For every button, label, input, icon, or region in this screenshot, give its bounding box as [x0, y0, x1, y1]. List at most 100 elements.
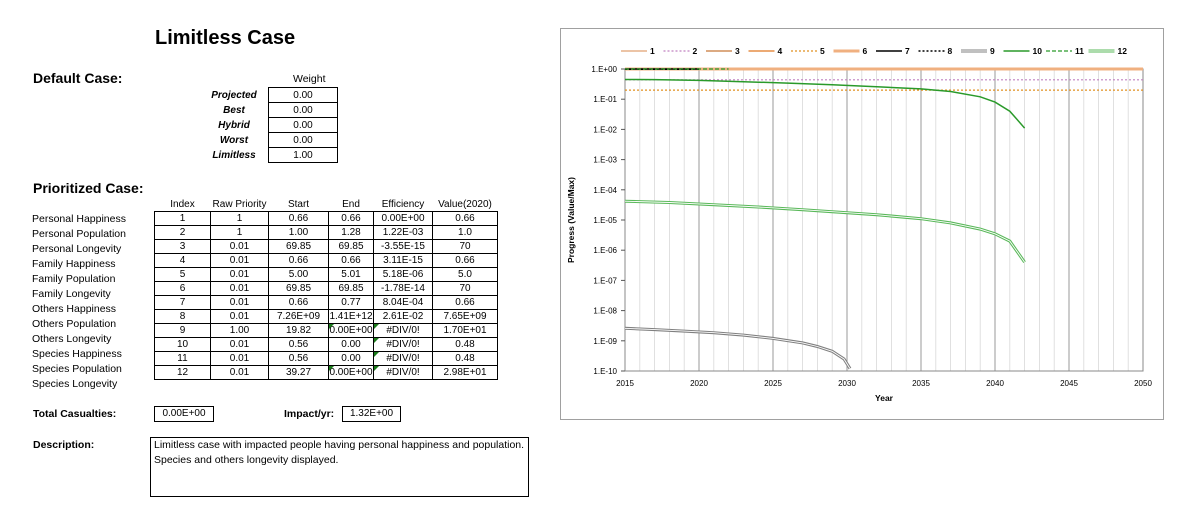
table-row: 5 0.01 5.00 5.01 5.18E-06 5.0 — [154, 267, 498, 282]
table-cell[interactable]: 5.0 — [432, 267, 498, 282]
table-cell[interactable]: #DIV/0! — [373, 351, 433, 366]
weight-label: Best — [223, 104, 245, 116]
table-row: 7 0.01 0.66 0.77 8.04E-04 0.66 — [154, 295, 498, 310]
table-cell[interactable]: 0.00E+00 — [373, 211, 433, 226]
table-cell[interactable]: 0.66 — [268, 211, 329, 226]
table-cell[interactable]: 0.01 — [210, 295, 269, 310]
table-cell[interactable]: 0.01 — [210, 351, 269, 366]
table-cell[interactable]: 0.00 — [328, 337, 374, 352]
table-row: 3 0.01 69.85 69.85 -3.55E-15 70 — [154, 239, 498, 254]
weight-label: Hybrid — [218, 119, 250, 131]
table-cell[interactable]: 0.48 — [432, 351, 498, 366]
table-cell[interactable]: 0.01 — [210, 239, 269, 254]
table-cell[interactable]: 1 — [210, 225, 269, 240]
table-cell[interactable]: 0.48 — [432, 337, 498, 352]
table-cell[interactable]: 69.85 — [328, 239, 374, 254]
y-tick-label: 1.E+00 — [591, 65, 617, 74]
description-box[interactable]: Limitless case with impacted people havi… — [150, 437, 529, 497]
table-cell[interactable]: 0.66 — [268, 295, 329, 310]
table-cell[interactable]: 2.61E-02 — [373, 309, 433, 324]
table-cell[interactable]: #DIV/0! — [373, 365, 433, 380]
table-cell[interactable]: 0.56 — [268, 351, 329, 366]
impact-per-year-value[interactable]: 1.32E+00 — [342, 406, 401, 422]
table-row: 9 1.00 19.82 0.00E+00 #DIV/0! 1.70E+01 — [154, 323, 498, 338]
weight-value[interactable]: 0.00 — [268, 117, 338, 133]
table-cell[interactable]: 1.22E-03 — [373, 225, 433, 240]
table-cell[interactable]: #DIV/0! — [373, 323, 433, 338]
table-cell[interactable]: 1.00 — [210, 323, 269, 338]
table-cell[interactable]: 39.27 — [268, 365, 329, 380]
table-cell[interactable]: 0.01 — [210, 365, 269, 380]
table-cell[interactable]: 1 — [154, 211, 211, 226]
table-cell[interactable]: 0.00E+00 — [328, 323, 374, 338]
table-row: 10 0.01 0.56 0.00 #DIV/0! 0.48 — [154, 337, 498, 352]
table-cell[interactable]: 3 — [154, 239, 211, 254]
table-cell[interactable]: 11 — [154, 351, 211, 366]
x-tick-label: 2030 — [838, 379, 856, 388]
table-cell[interactable]: 1.00 — [268, 225, 329, 240]
table-cell[interactable]: 12 — [154, 365, 211, 380]
y-tick-label: 1.E-08 — [593, 307, 617, 316]
total-casualties-value[interactable]: 0.00E+00 — [154, 406, 214, 422]
table-cell[interactable]: 1.28 — [328, 225, 374, 240]
table-cell[interactable]: 5.00 — [268, 267, 329, 282]
table-cell[interactable]: 8.04E-04 — [373, 295, 433, 310]
table-cell[interactable]: 69.85 — [268, 281, 329, 296]
table-cell[interactable]: 2.98E+01 — [432, 365, 498, 380]
table-cell[interactable]: 7.26E+09 — [268, 309, 329, 324]
table-cell[interactable]: 0.01 — [210, 337, 269, 352]
table-cell[interactable]: 0.01 — [210, 253, 269, 268]
legend-label-2: 2 — [693, 46, 698, 56]
series-line-10 — [624, 78, 1026, 129]
table-cell[interactable]: 6 — [154, 281, 211, 296]
table-cell[interactable]: 8 — [154, 309, 211, 324]
weight-value[interactable]: 0.00 — [268, 132, 338, 148]
table-cell[interactable]: 0.00E+00 — [328, 365, 374, 380]
table-cell[interactable]: 0.66 — [328, 211, 374, 226]
table-cell[interactable]: 19.82 — [268, 323, 329, 338]
table-cell[interactable]: 0.66 — [432, 253, 498, 268]
table-cell[interactable]: 0.01 — [210, 309, 269, 324]
table-cell[interactable]: 5 — [154, 267, 211, 282]
table-cell[interactable]: #DIV/0! — [373, 337, 433, 352]
priority-row-label: Personal Population — [32, 228, 126, 240]
table-cell[interactable]: 69.85 — [328, 281, 374, 296]
table-cell[interactable]: 1.0 — [432, 225, 498, 240]
table-cell[interactable]: 3.11E-15 — [373, 253, 433, 268]
table-cell[interactable]: 5.18E-06 — [373, 267, 433, 282]
x-tick-label: 2035 — [912, 379, 930, 388]
table-cell[interactable]: -3.55E-15 — [373, 239, 433, 254]
table-cell[interactable]: 0.01 — [210, 281, 269, 296]
weight-value[interactable]: 1.00 — [268, 147, 338, 163]
table-cell[interactable]: 0.01 — [210, 267, 269, 282]
table-cell[interactable]: 0.66 — [432, 211, 498, 226]
table-cell[interactable]: 69.85 — [268, 239, 329, 254]
weight-value[interactable]: 0.00 — [268, 102, 338, 118]
table-cell[interactable]: 70 — [432, 239, 498, 254]
table-cell[interactable]: 10 — [154, 337, 211, 352]
y-tick-label: 1.E-04 — [593, 186, 617, 195]
table-cell[interactable]: 5.01 — [328, 267, 374, 282]
table-cell[interactable]: 0.66 — [268, 253, 329, 268]
table-cell[interactable]: 0.56 — [268, 337, 329, 352]
table-cell[interactable]: 2 — [154, 225, 211, 240]
table-cell[interactable]: 4 — [154, 253, 211, 268]
table-cell[interactable]: 0.66 — [432, 295, 498, 310]
y-tick-label: 1.E-01 — [593, 95, 617, 104]
legend-label-1: 1 — [650, 46, 655, 56]
table-cell[interactable]: 7.65E+09 — [432, 309, 498, 324]
table-cell[interactable]: 7 — [154, 295, 211, 310]
table-cell[interactable]: 1.70E+01 — [432, 323, 498, 338]
table-cell[interactable]: 1.41E+12 — [328, 309, 374, 324]
table-cell[interactable]: 0.00 — [328, 351, 374, 366]
priority-row-label: Others Population — [32, 318, 117, 330]
table-cell[interactable]: 0.77 — [328, 295, 374, 310]
table-cell[interactable]: 9 — [154, 323, 211, 338]
priority-row-label: Family Population — [32, 273, 116, 285]
table-cell[interactable]: 70 — [432, 281, 498, 296]
weight-value[interactable]: 0.00 — [268, 87, 338, 103]
table-cell[interactable]: -1.78E-14 — [373, 281, 433, 296]
table-row: 1 1 0.66 0.66 0.00E+00 0.66 — [154, 211, 498, 226]
table-cell[interactable]: 1 — [210, 211, 269, 226]
table-cell[interactable]: 0.66 — [328, 253, 374, 268]
